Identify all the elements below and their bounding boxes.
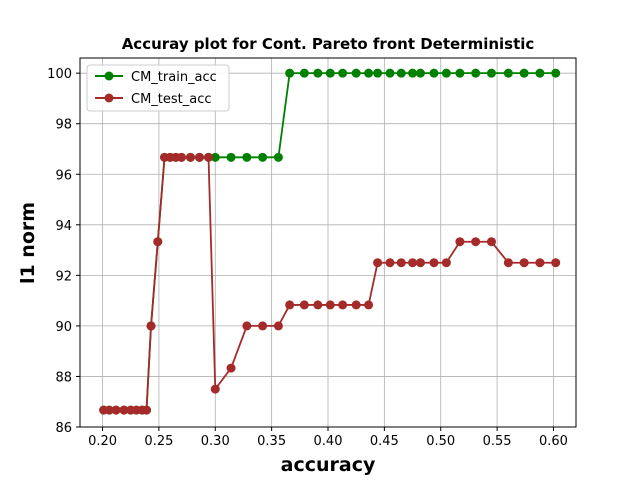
- legend-label-test: CM_test_acc: [131, 92, 212, 107]
- data-point-CM_test_acc: [313, 300, 323, 310]
- data-point-CM_test_acc: [396, 258, 406, 268]
- data-point-CM_train_acc: [486, 68, 496, 78]
- data-point-CM_test_acc: [325, 300, 335, 310]
- series-layer: [99, 68, 561, 415]
- x-tick-label: 0.50: [426, 434, 455, 449]
- data-point-CM_test_acc: [119, 405, 129, 415]
- data-point-CM_train_acc: [325, 68, 335, 78]
- data-point-CM_test_acc: [429, 258, 439, 268]
- data-point-CM_train_acc: [226, 152, 236, 162]
- x-tick-label: 0.25: [144, 434, 173, 449]
- x-tick-label: 0.20: [88, 434, 117, 449]
- data-point-CM_test_acc: [364, 300, 374, 310]
- data-point-CM_train_acc: [299, 68, 309, 78]
- x-tick-label: 0.35: [257, 434, 286, 449]
- data-point-CM_test_acc: [258, 321, 268, 331]
- data-point-CM_test_acc: [226, 363, 236, 373]
- data-point-CM_test_acc: [535, 258, 545, 268]
- ticks: 0.20 0.25 0.30 0.35 0.40 0.45 0.50 0.55 0.60 86 88…: [47, 67, 568, 449]
- data-point-CM_test_acc: [104, 405, 114, 415]
- data-point-CM_train_acc: [503, 68, 513, 78]
- data-point-CM_train_acc: [373, 68, 383, 78]
- data-point-CM_train_acc: [551, 68, 561, 78]
- data-point-CM_test_acc: [242, 321, 252, 331]
- data-point-CM_test_acc: [385, 258, 395, 268]
- chart-title: Accuray plot for Cont. Pareto front Dete…: [122, 35, 535, 53]
- y-axis-title: l1 norm: [17, 202, 39, 284]
- data-point-CM_test_acc: [153, 237, 163, 247]
- data-point-CM_test_acc: [455, 237, 465, 247]
- data-point-CM_test_acc: [142, 405, 152, 415]
- data-point-CM_train_acc: [210, 152, 220, 162]
- data-point-CM_train_acc: [258, 152, 268, 162]
- y-tick-label: 90: [55, 320, 72, 335]
- x-axis-title: accuracy: [281, 454, 376, 476]
- data-point-CM_train_acc: [471, 68, 481, 78]
- data-point-CM_test_acc: [551, 258, 561, 268]
- data-point-CM_test_acc: [519, 258, 529, 268]
- data-point-CM_test_acc: [471, 237, 481, 247]
- data-point-CM_test_acc: [408, 258, 418, 268]
- x-tick-label: 0.45: [370, 434, 399, 449]
- data-point-CM_train_acc: [285, 68, 295, 78]
- data-point-CM_train_acc: [535, 68, 545, 78]
- legend: CM_train_acc CM_test_acc: [86, 64, 230, 112]
- x-tick-label: 0.40: [314, 434, 343, 449]
- y-tick-label: 96: [55, 168, 72, 183]
- data-point-CM_test_acc: [351, 300, 361, 310]
- data-point-CM_test_acc: [503, 258, 513, 268]
- y-tick-label: 92: [55, 269, 72, 284]
- series-CM_test_acc: [99, 152, 561, 415]
- data-point-CM_train_acc: [364, 68, 374, 78]
- data-point-CM_train_acc: [396, 68, 406, 78]
- data-point-CM_train_acc: [351, 68, 361, 78]
- y-tick-label: 94: [55, 219, 72, 234]
- data-point-CM_test_acc: [299, 300, 309, 310]
- data-point-CM_test_acc: [273, 321, 283, 331]
- y-tick-label: 98: [55, 118, 72, 133]
- series-line-CM_test_acc: [103, 156, 556, 411]
- x-tick-label: 0.60: [539, 434, 568, 449]
- data-point-CM_train_acc: [313, 68, 323, 78]
- y-tick-label: 100: [47, 67, 72, 82]
- data-point-CM_test_acc: [210, 384, 220, 394]
- data-point-CM_test_acc: [176, 152, 186, 162]
- data-point-CM_test_acc: [285, 300, 295, 310]
- data-point-CM_test_acc: [185, 152, 195, 162]
- data-point-CM_test_acc: [486, 237, 496, 247]
- data-point-CM_train_acc: [338, 68, 348, 78]
- data-point-CM_train_acc: [415, 68, 425, 78]
- data-point-CM_test_acc: [204, 152, 214, 162]
- data-point-CM_train_acc: [519, 68, 529, 78]
- data-point-CM_test_acc: [111, 405, 121, 415]
- data-point-CM_test_acc: [146, 321, 156, 331]
- data-point-CM_train_acc: [385, 68, 395, 78]
- data-point-CM_train_acc: [242, 152, 252, 162]
- x-tick-label: 0.30: [201, 434, 230, 449]
- y-tick-label: 88: [55, 370, 72, 385]
- data-point-CM_test_acc: [441, 258, 451, 268]
- data-point-CM_train_acc: [429, 68, 439, 78]
- data-point-CM_train_acc: [273, 152, 283, 162]
- legend-label-train: CM_train_acc: [131, 70, 217, 85]
- data-point-CM_train_acc: [408, 68, 418, 78]
- data-point-CM_test_acc: [415, 258, 425, 268]
- x-tick-label: 0.55: [483, 434, 512, 449]
- data-point-CM_test_acc: [338, 300, 348, 310]
- data-point-CM_train_acc: [441, 68, 451, 78]
- legend-marker-train: [104, 71, 114, 81]
- data-point-CM_test_acc: [194, 152, 204, 162]
- data-point-CM_test_acc: [373, 258, 383, 268]
- legend-marker-test: [104, 93, 114, 103]
- data-point-CM_train_acc: [455, 68, 465, 78]
- y-tick-label: 86: [55, 421, 72, 436]
